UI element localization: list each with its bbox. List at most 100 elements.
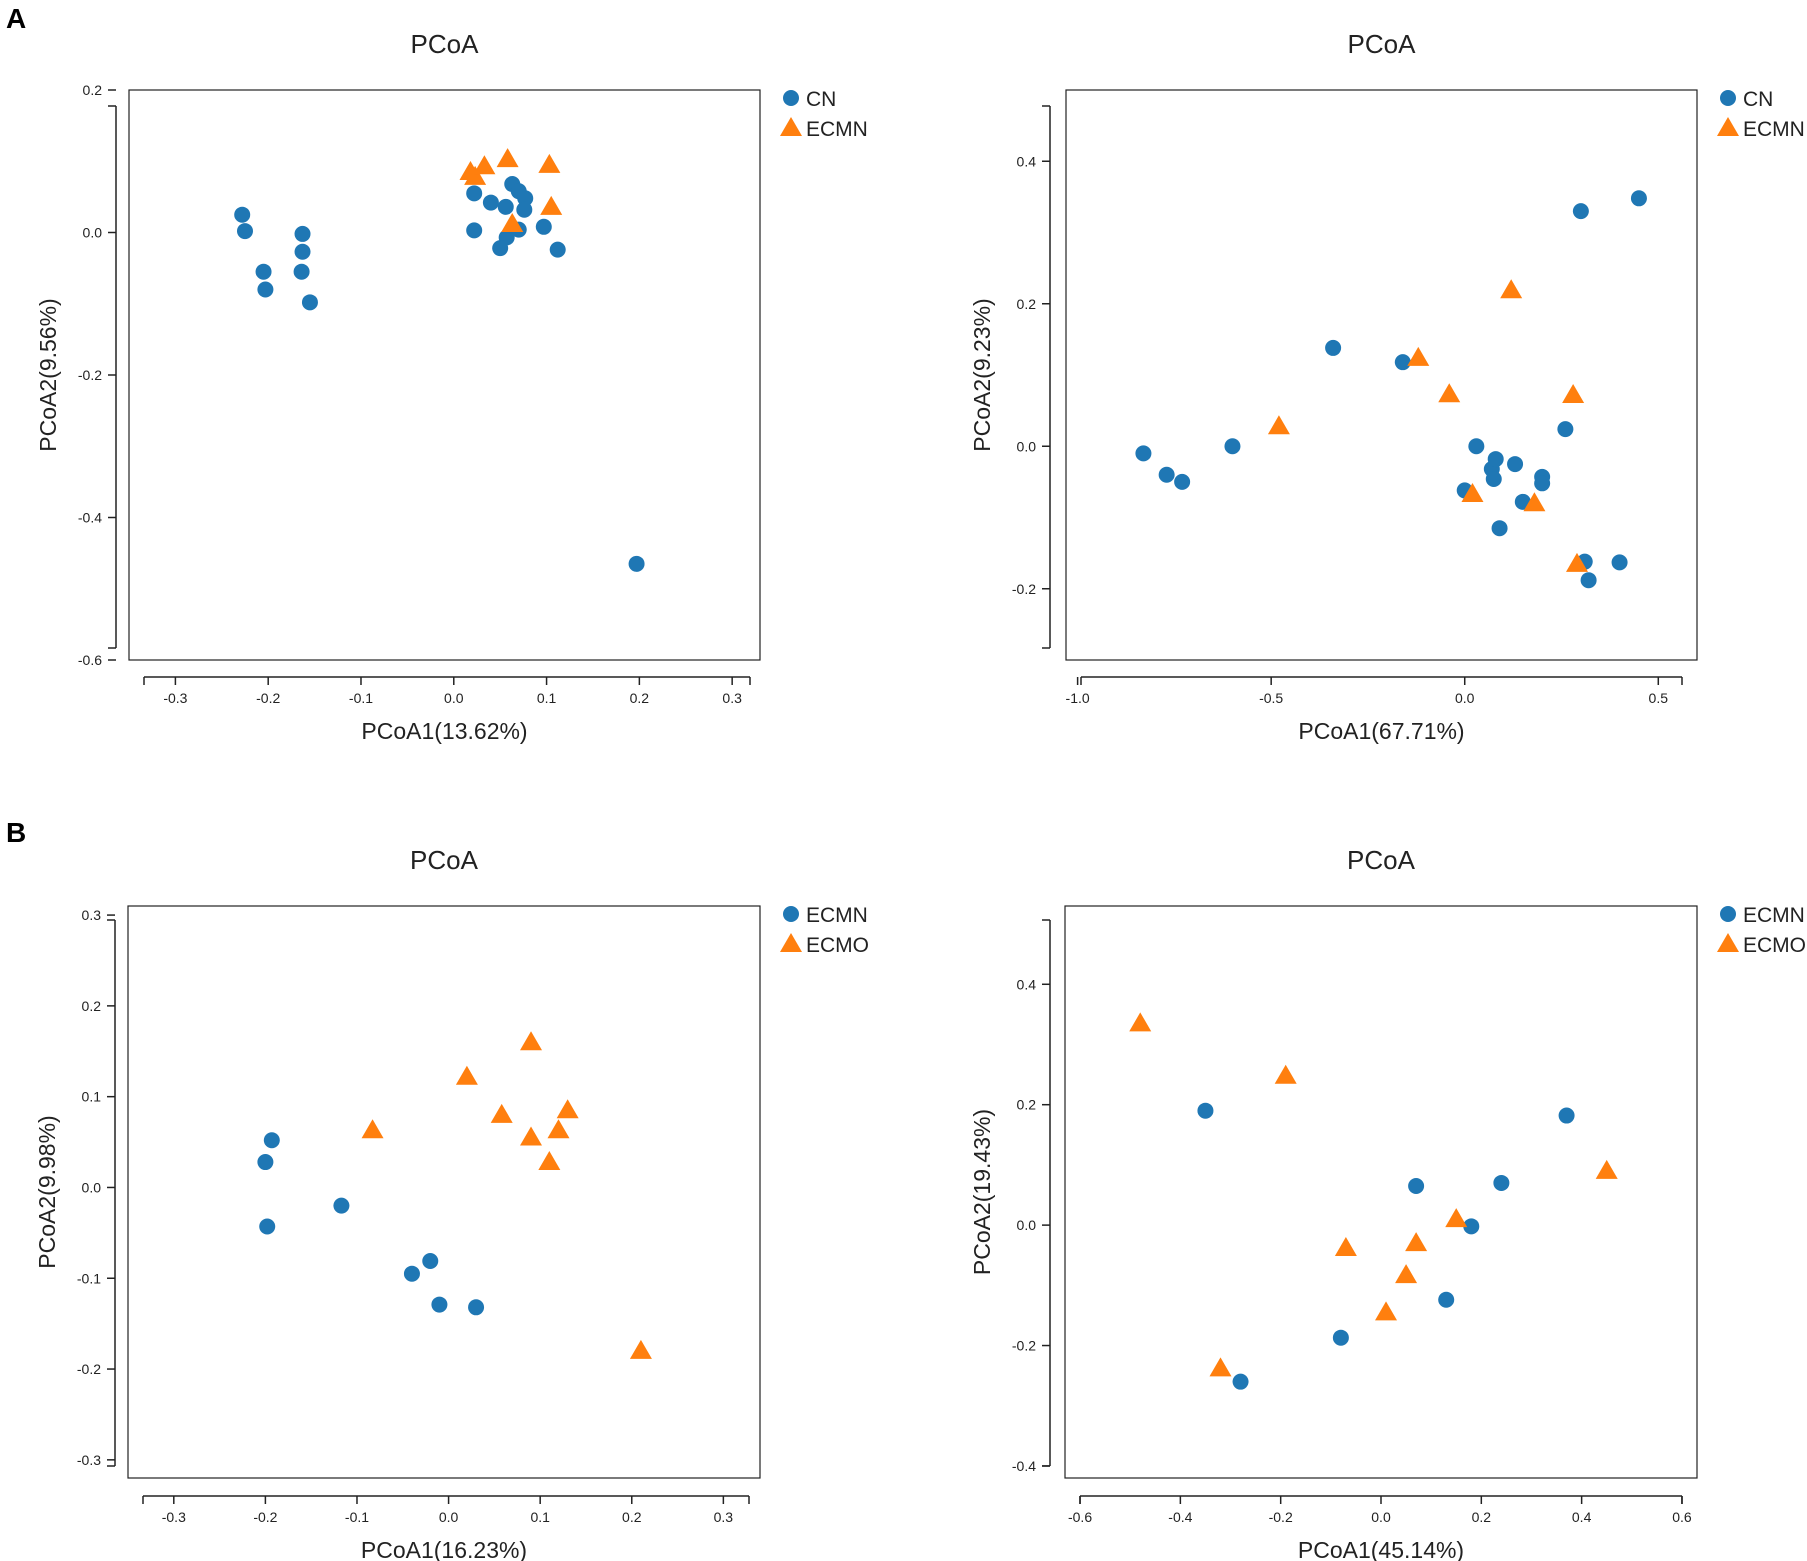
data-point-cn xyxy=(234,206,251,223)
data-point-cn xyxy=(628,555,645,572)
data-point-ecmn xyxy=(464,165,487,185)
data-point-cn xyxy=(549,241,566,258)
legend-marker-triangle xyxy=(1717,933,1739,952)
data-point-ecmn xyxy=(1267,415,1290,435)
data-point-cn xyxy=(236,223,253,240)
data-point-cn xyxy=(517,190,534,207)
plot-b1: PCoA 0.3 0.2 0.1 0.0 -0.1 -0.2 -0.3 -0.3 -0.2 -0.1… xyxy=(34,845,869,1561)
data-point-ecmn xyxy=(540,195,563,215)
data-point-ecmn xyxy=(1332,1329,1349,1346)
y-tick-label: -0.6 xyxy=(78,652,102,668)
x-tick-label: 0.2 xyxy=(630,690,650,706)
data-point-ecmo xyxy=(1395,1264,1418,1284)
data-point-ecmo xyxy=(520,1126,543,1146)
legend-label: CN xyxy=(1743,88,1773,111)
data-point-cn xyxy=(294,243,311,260)
x-tick-label: -0.6 xyxy=(1068,1509,1092,1525)
legend-label: ECMN xyxy=(806,118,868,141)
data-point-ecmn xyxy=(1407,346,1430,366)
data-point-cn xyxy=(1158,466,1175,483)
x-tick-label: -0.2 xyxy=(256,690,280,706)
data-point-cn xyxy=(1224,438,1241,455)
data-point-ecmo xyxy=(1334,1236,1357,1256)
data-point-ecmo xyxy=(1595,1159,1618,1179)
y-tick-label: 0.2 xyxy=(1017,1097,1037,1113)
data-point-cn xyxy=(1630,190,1647,207)
data-point-cn xyxy=(535,218,552,235)
data-point-cn xyxy=(1534,475,1551,492)
x-tick-label: -0.3 xyxy=(162,1509,186,1525)
y-tick-label: -0.1 xyxy=(77,1270,101,1286)
legend-marker-triangle xyxy=(780,117,802,136)
data-point-ecmn xyxy=(1500,279,1523,299)
y-tick-label: -0.2 xyxy=(77,1361,101,1377)
data-point-ecmn xyxy=(403,1265,420,1282)
x-tick-label: -0.3 xyxy=(163,690,187,706)
legend-marker-circle xyxy=(1720,90,1736,106)
x-axis-title: PCoA1(45.14%) xyxy=(1298,1537,1464,1561)
x-tick-label: 0.1 xyxy=(530,1509,550,1525)
data-point-cn xyxy=(1572,203,1589,220)
y-axis-title: PCoA2(9.23%) xyxy=(969,298,995,451)
data-point-cn xyxy=(466,185,483,202)
y-tick-label: -0.2 xyxy=(1012,581,1036,597)
x-tick-label: -0.1 xyxy=(345,1509,369,1525)
plot-frame xyxy=(1065,89,1698,661)
data-point-ecmn xyxy=(1461,482,1484,502)
legend-marker-circle xyxy=(783,90,799,106)
x-tick-label: 0.1 xyxy=(537,690,557,706)
x-tick-label: 0.3 xyxy=(722,690,742,706)
y-tick-label: 0.0 xyxy=(1017,1217,1037,1233)
data-point-cn xyxy=(293,263,310,280)
y-tick-label: 0.0 xyxy=(1017,438,1037,454)
legend-label: ECMO xyxy=(806,934,869,957)
data-point-cn xyxy=(1394,354,1411,371)
y-tick-label: -0.3 xyxy=(77,1452,101,1468)
y-tick-label: 0.2 xyxy=(83,82,103,98)
data-point-cn xyxy=(1325,339,1342,356)
y-axis-title: PCoA2(9.98%) xyxy=(34,1115,60,1268)
data-point-ecmo xyxy=(455,1065,478,1085)
data-point-cn xyxy=(1135,445,1152,462)
plot-title: PCoA xyxy=(411,29,480,59)
data-point-cn xyxy=(1611,554,1628,571)
y-axis-title: PCoA2(9.56%) xyxy=(35,298,61,451)
x-axis-title: PCoA1(67.71%) xyxy=(1298,718,1464,744)
plot-a1: PCoA 0.2 0.0 -0.2 -0.4 -0.6 -0.3 -0.2 -0.1 0.0 0.1… xyxy=(35,29,868,744)
data-point-ecmo xyxy=(629,1339,652,1359)
data-point-ecmn xyxy=(1232,1373,1249,1390)
y-tick-label: 0.4 xyxy=(1017,153,1037,169)
x-axis-title: PCoA1(13.62%) xyxy=(361,718,527,744)
x-tick-label: 0.3 xyxy=(714,1509,734,1525)
data-point-ecmn xyxy=(422,1253,439,1270)
x-tick-label: -0.4 xyxy=(1168,1509,1192,1525)
y-tick-label: -0.4 xyxy=(1012,1458,1036,1474)
y-tick-label: -0.2 xyxy=(1012,1338,1036,1354)
panel-label-a: A xyxy=(6,3,26,34)
data-point-ecmn xyxy=(257,1154,274,1171)
panel-label-b: B xyxy=(6,817,26,848)
y-tick-label: -0.2 xyxy=(78,367,102,383)
legend-marker-circle xyxy=(1720,906,1736,922)
data-point-cn xyxy=(1485,471,1502,488)
data-point-ecmo xyxy=(490,1103,513,1123)
data-point-cn xyxy=(1174,473,1191,490)
data-point-cn xyxy=(301,294,318,311)
data-point-ecmn xyxy=(1463,1218,1480,1235)
data-point-ecmn xyxy=(1523,492,1546,512)
y-tick-label: 0.1 xyxy=(82,1089,102,1105)
plot-frame xyxy=(127,905,761,1479)
plot-title: PCoA xyxy=(410,845,479,875)
plot-a2: PCoA 0.4 0.2 0.0 -0.2 -1.0 -0.5 0.0 0.5 PCoA1(67.… xyxy=(969,29,1805,744)
y-tick-label: 0.0 xyxy=(82,1179,102,1195)
data-point-ecmn xyxy=(1562,383,1585,403)
data-point-ecmn xyxy=(1558,1107,1575,1124)
plot-b2: PCoA 0.4 0.2 0.0 -0.2 -0.4 -0.6 -0.4 -0.2 0.0 0.2 0… xyxy=(969,845,1806,1561)
data-point-ecmn xyxy=(1408,1177,1425,1194)
data-point-cn xyxy=(255,263,272,280)
data-point-cn xyxy=(1507,456,1524,473)
y-tick-label: 0.2 xyxy=(82,998,102,1014)
data-point-ecmn xyxy=(538,153,561,173)
data-point-ecmo xyxy=(547,1119,570,1139)
